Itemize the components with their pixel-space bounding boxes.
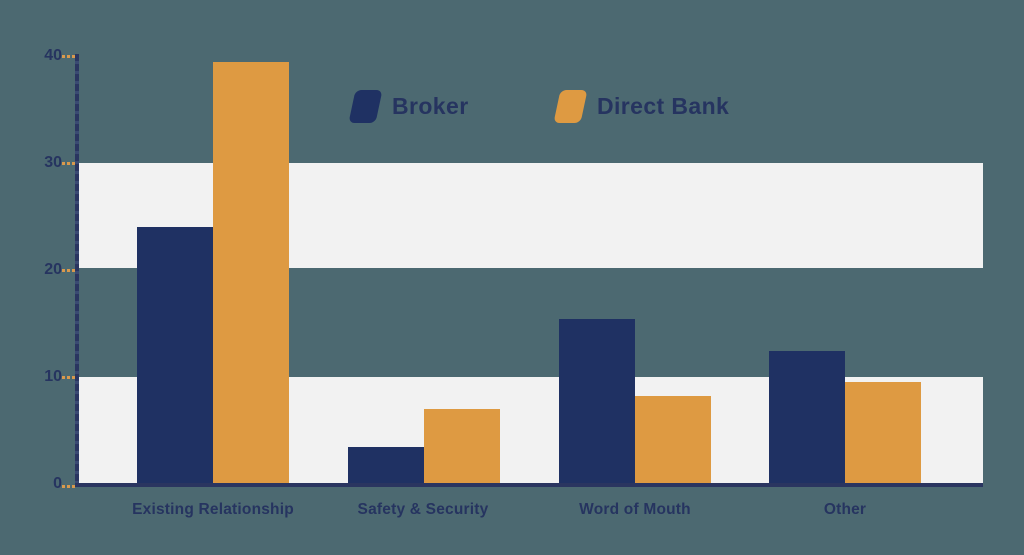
y-tick-label-30: 30 — [44, 154, 62, 171]
bar-direct-bank-1 — [423, 409, 500, 484]
y-tick-label-40: 40 — [44, 47, 62, 64]
y-axis-line — [75, 54, 79, 487]
x-category-label-safety-security: Safety & Security — [357, 501, 489, 518]
x-category-label-word-of-mouth: Word of Mouth — [579, 501, 691, 518]
x-category-label-existing-relationship: Existing Relationship — [132, 501, 294, 518]
x-category-label-other: Other — [823, 501, 867, 518]
bar-direct-bank-0 — [213, 62, 289, 484]
direct-bank-swatch-icon — [553, 90, 588, 123]
y-tick-label-10: 10 — [44, 368, 62, 385]
bar-direct-bank-2 — [635, 396, 711, 484]
legend-label-broker: Broker — [392, 93, 469, 119]
legend-label-direct-bank: Direct Bank — [597, 93, 730, 119]
y-tick-mark-30 — [62, 162, 76, 165]
y-tick-mark-40 — [62, 55, 76, 58]
bar-broker-3 — [769, 351, 845, 484]
bar-broker-2 — [559, 319, 635, 484]
bar-broker-1 — [347, 446, 424, 484]
y-tick-label-20: 20 — [44, 261, 62, 278]
x-axis-line — [75, 483, 983, 487]
y-tick-mark-0 — [62, 485, 76, 488]
y-tick-mark-10 — [62, 376, 76, 379]
broker-swatch-icon — [348, 90, 383, 123]
y-tick-label-0: 0 — [53, 475, 62, 492]
y-tick-mark-20 — [62, 269, 76, 272]
bar-broker-0 — [137, 227, 213, 484]
legend-item-broker: Broker — [348, 90, 469, 123]
legend-item-direct-bank: Direct Bank — [553, 90, 730, 123]
bar-direct-bank-3 — [845, 382, 921, 484]
